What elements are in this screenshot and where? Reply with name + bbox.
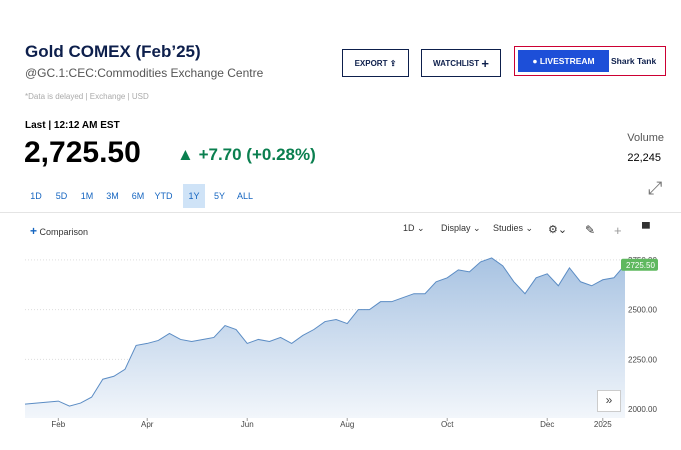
y-tick-label: 2500.00 [628, 306, 657, 315]
area [25, 257, 625, 418]
show[interactable]: Shark Tank [611, 56, 657, 66]
line [24, 257, 626, 407]
studies[interactable]: Studies ⌄ [493, 223, 534, 233]
crosshair[interactable]: + [614, 223, 622, 238]
x-tick-label: Feb [51, 420, 65, 429]
note: *Data is delayed | Exchange | USD [25, 92, 149, 101]
change: ▲ +7.70 (+0.28%) [177, 145, 316, 164]
divider [0, 212, 681, 213]
range-button[interactable]: 5Y [213, 191, 225, 201]
volume: 22,245 [627, 152, 661, 164]
label: Studies [493, 223, 524, 233]
x-tick-label: 2025 [594, 420, 612, 429]
y-tick-label: 2250.00 [628, 355, 657, 364]
price-tag [621, 258, 658, 271]
draw[interactable]: ✎ [585, 223, 596, 237]
last-label: Last | 12:12 AM EST [25, 120, 120, 131]
change-value: +7.70 (+0.28%) [198, 145, 316, 164]
label: Display [441, 223, 471, 233]
price: 2,725.50 [24, 136, 141, 169]
subtitle: @GC.1:CEC:Commodities Exchange Centre [25, 66, 264, 80]
export-button[interactable]: EXPORT ⇪ [342, 49, 409, 77]
display[interactable]: Display ⌄ [441, 223, 481, 233]
volume-label: Volume [627, 132, 664, 144]
range-button[interactable]: 1Y [183, 184, 205, 208]
label: 1D [403, 223, 415, 233]
label: EXPORT [354, 58, 388, 68]
livestream[interactable]: ● LIVESTREAM [518, 50, 609, 72]
x-tick-label: Dec [540, 420, 554, 429]
label: Comparison [39, 227, 89, 237]
range-button[interactable]: 6M [131, 191, 145, 201]
range-button[interactable]: 1D [30, 191, 42, 201]
label: WATCHLIST [433, 58, 480, 68]
watchlist-button[interactable]: WATCHLIST + [421, 49, 501, 77]
label: LIVESTREAM [539, 56, 595, 66]
range-button[interactable]: ALL [236, 191, 253, 201]
livestream-box[interactable]: ● LIVESTREAM Shark Tank [514, 46, 666, 76]
title: Gold COMEX (Feb’25) [25, 42, 201, 61]
scroll-button[interactable]: » [597, 390, 621, 412]
range-button[interactable]: 5D [55, 191, 68, 201]
y-tick-label: 2000.00 [628, 405, 657, 414]
range-button[interactable]: 1M [80, 191, 94, 201]
expand-icon[interactable]: ⤢ [648, 178, 663, 198]
comparison[interactable]: + Comparison [30, 224, 89, 238]
interval[interactable]: 1D ⌄ [403, 223, 425, 233]
x-tick-label: Aug [340, 420, 354, 429]
price-tag-label: 2725.50 [626, 261, 655, 270]
settings[interactable]: ⚙⌄ [548, 224, 568, 236]
comment[interactable]: ▀ [642, 223, 650, 235]
x-tick-label: Apr [141, 420, 154, 429]
range-button[interactable]: 3M [106, 191, 119, 201]
x-tick-label: Jun [241, 420, 254, 429]
range-button[interactable]: YTD [154, 191, 173, 201]
x-tick-label: Oct [441, 420, 454, 429]
chart: 2000.002250.002500.002750.00FebAprJunAug… [24, 256, 658, 429]
